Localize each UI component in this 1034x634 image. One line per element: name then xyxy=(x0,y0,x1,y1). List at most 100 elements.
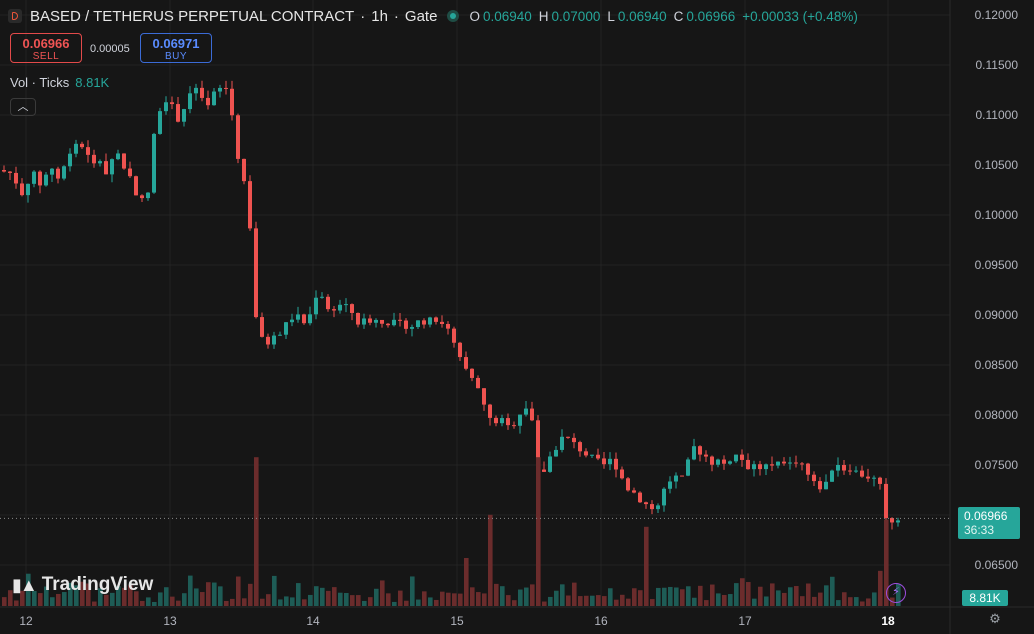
candle-body xyxy=(92,154,96,164)
candle-body xyxy=(578,442,582,452)
volume-bar xyxy=(494,583,499,606)
volume-bar xyxy=(674,587,679,606)
lightning-icon[interactable]: ⚡ xyxy=(886,583,906,603)
candle-body xyxy=(86,147,90,155)
candle-body xyxy=(68,153,72,167)
open-value: 0.06940 xyxy=(482,8,532,24)
volume-bar xyxy=(380,580,385,606)
candle-body xyxy=(590,454,594,456)
volume-bar xyxy=(74,585,79,606)
candle-body xyxy=(704,454,708,457)
candle-body xyxy=(296,314,300,320)
volume-bar xyxy=(230,598,235,606)
volume-bar xyxy=(38,593,43,606)
candle-body xyxy=(800,463,804,465)
candle-body xyxy=(56,168,60,179)
candle-body xyxy=(422,320,426,325)
candle-body xyxy=(620,469,624,479)
candle-body xyxy=(884,483,888,519)
volume-bar xyxy=(344,593,349,606)
volume-legend[interactable]: Vol · Ticks 8.81K xyxy=(10,75,109,90)
x-tick-label: 15 xyxy=(450,614,464,628)
candle-body xyxy=(14,172,18,184)
x-tick-label: 13 xyxy=(163,614,177,628)
candle-body xyxy=(446,324,450,329)
volume-bar xyxy=(182,593,187,606)
candle-body xyxy=(746,459,750,470)
candle-body xyxy=(134,176,138,196)
volume-bar xyxy=(218,586,223,606)
candle-body xyxy=(782,461,786,464)
volume-bar xyxy=(722,594,727,606)
buy-button[interactable]: 0.06971 BUY xyxy=(140,33,212,63)
interval-label[interactable]: 1h xyxy=(371,7,388,25)
volume-bar xyxy=(470,587,475,606)
candle-body xyxy=(476,377,480,389)
candle-body xyxy=(332,309,336,311)
volume-bar xyxy=(398,590,403,606)
volume-bar xyxy=(746,582,751,606)
volume-bar xyxy=(536,457,541,606)
tradingview-logo[interactable]: ▮▲ TradingView xyxy=(12,574,153,596)
exchange-logo-icon xyxy=(8,9,22,23)
volume-bar xyxy=(650,599,655,606)
candle-body xyxy=(638,492,642,503)
high-value: 0.07000 xyxy=(551,8,601,24)
ohlc-readout: O 0.06940 H 0.07000 L 0.06940 C 0.06966 +0.0… xyxy=(469,9,861,24)
candle-body xyxy=(428,317,432,325)
volume-bar xyxy=(830,576,835,606)
volume-bar xyxy=(440,591,445,606)
y-tick-label: 0.09000 xyxy=(975,308,1019,322)
last-price-label: 0.06966 36:33 xyxy=(958,507,1020,539)
volume-bar xyxy=(14,600,19,606)
candle-body xyxy=(764,464,768,470)
volume-bar xyxy=(758,586,763,606)
candle-body xyxy=(842,464,846,471)
candle-body xyxy=(626,478,630,491)
candle-body xyxy=(788,462,792,464)
candle-body xyxy=(530,408,534,421)
candle-body xyxy=(122,153,126,169)
candle-body xyxy=(662,488,666,506)
volume-bar xyxy=(644,526,649,606)
candle-body xyxy=(356,312,360,325)
volume-bar xyxy=(632,588,637,606)
candle-body xyxy=(158,111,162,134)
candle-body xyxy=(20,183,24,196)
candle-body xyxy=(398,319,402,321)
volume-bar xyxy=(500,586,505,606)
volume-bar xyxy=(842,592,847,606)
volume-bar xyxy=(542,601,547,606)
volume-bar xyxy=(350,595,355,606)
volume-bar xyxy=(740,578,745,606)
volume-legend-label: Vol · Ticks xyxy=(10,75,70,90)
volume-bar xyxy=(386,593,391,606)
candle-body xyxy=(188,93,192,110)
volume-bar xyxy=(854,597,859,606)
market-status-icon[interactable] xyxy=(447,10,460,22)
candle-body xyxy=(494,417,498,424)
candle-body xyxy=(848,470,852,472)
collapse-legend-button[interactable]: ︿ xyxy=(10,98,36,116)
candle-body xyxy=(164,102,168,112)
candle-body xyxy=(98,161,102,164)
low-key: L xyxy=(607,8,615,24)
candle-body xyxy=(524,408,528,415)
gear-icon[interactable]: ⚙ xyxy=(989,611,1001,626)
volume-bar xyxy=(206,582,211,606)
volume-bar xyxy=(614,599,619,606)
volume-bar xyxy=(452,593,457,606)
sell-button[interactable]: 0.06966 SELL xyxy=(10,33,82,63)
candle-body xyxy=(878,477,882,484)
candle-body xyxy=(734,454,738,462)
volume-legend-value: 8.81K xyxy=(75,75,110,90)
volume-bar xyxy=(200,592,205,606)
volume-bar xyxy=(194,588,199,606)
volume-bar xyxy=(26,573,31,606)
volume-bar xyxy=(476,592,481,606)
symbol-title[interactable]: BASED / TETHERUS PERPETUAL CONTRACT xyxy=(30,7,355,25)
y-tick-label: 0.07500 xyxy=(975,458,1019,472)
volume-bar xyxy=(134,591,139,606)
volume-bar xyxy=(656,587,661,606)
